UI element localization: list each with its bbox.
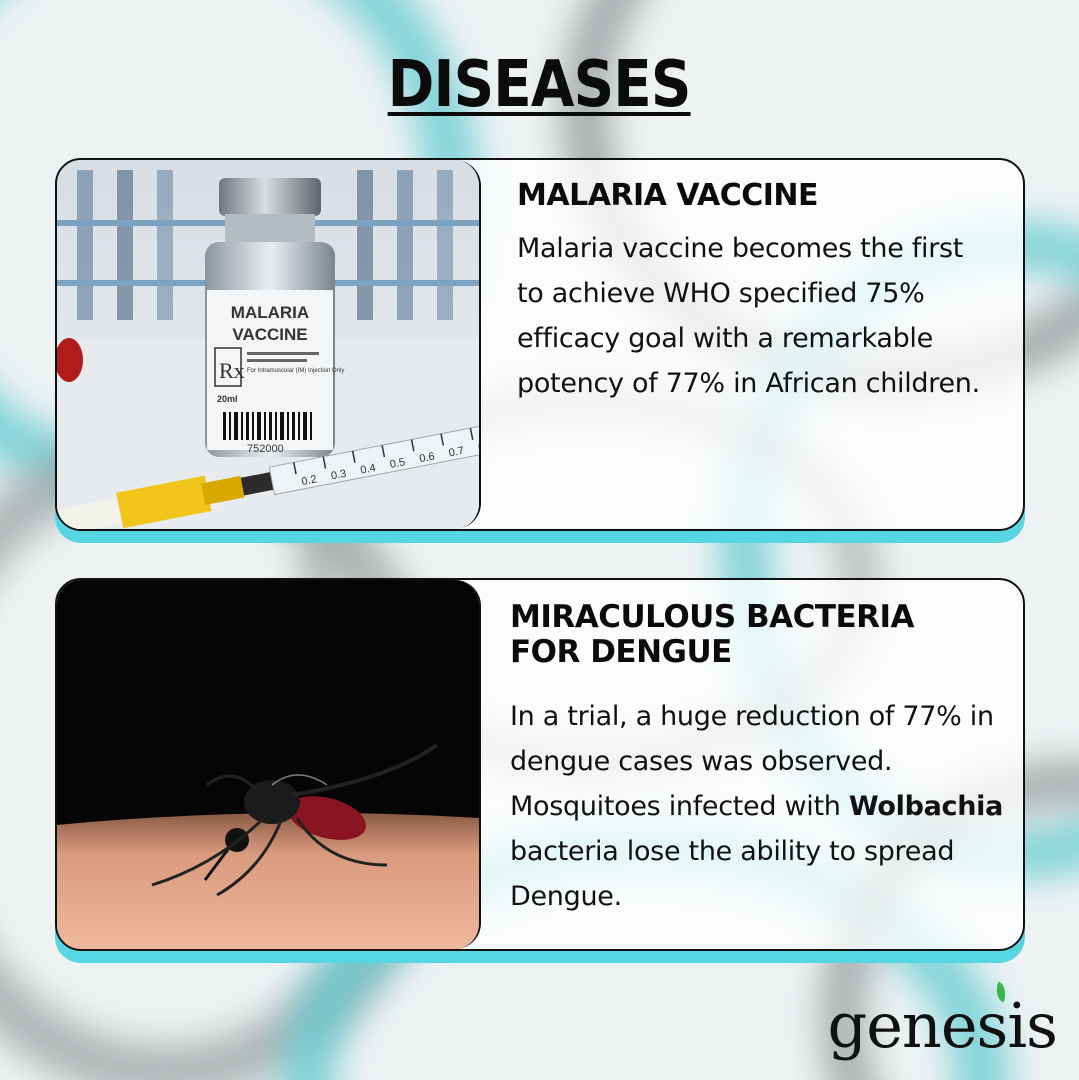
syringe-mark-label: 0.5 [389, 456, 406, 471]
vial-small-text: For Intramuscular (IM) Injection Only [247, 368, 344, 374]
genesis-logo: genesis [827, 981, 1058, 1062]
malaria-card: MALARIA VACCINE Rx 20ml 752000 [55, 158, 1025, 531]
barcode-number: 752000 [247, 443, 284, 455]
vial-label-line2: VACCINE [232, 325, 307, 344]
dengue-body-bold: Wolbachia [848, 791, 1004, 822]
vial-volume: 20ml [217, 394, 238, 404]
page-title-wrap: DISEASES [0, 48, 1079, 122]
vial-label-line1: MALARIA [231, 303, 309, 322]
syringe-mark-label: 0.8 [477, 439, 479, 454]
malaria-card-body: Malaria vaccine becomes the first to ach… [517, 233, 980, 399]
syringe-mark-label: 0.4 [359, 462, 376, 477]
malaria-vaccine-image: MALARIA VACCINE Rx 20ml 752000 [57, 160, 481, 529]
dengue-card-body: In a trial, a huge reduction of 77% in d… [510, 694, 1005, 919]
mosquito-image [57, 580, 481, 949]
dengue-body-post: bacteria lose the ability to spread Deng… [510, 836, 955, 912]
malaria-card-title: MALARIA VACCINE [517, 178, 819, 213]
syringe-mark-label: 0.7 [448, 445, 465, 460]
rx-symbol: Rx [219, 358, 245, 383]
syringe-mark-label: 0.3 [330, 468, 347, 483]
genesis-logo-text: genesis [827, 989, 1058, 1062]
dengue-card-title: MIRACULOUS BACTERIA FOR DENGUE [510, 599, 915, 670]
syringe-mark-label: 0.2 [301, 473, 318, 488]
page-title: DISEASES [388, 48, 692, 122]
syringe-mark-label: 0.6 [418, 451, 435, 466]
dengue-body-pre: In a trial, a huge reduction of 77% in d… [510, 701, 994, 822]
dengue-card: MIRACULOUS BACTERIA FOR DENGUE In a tria… [55, 578, 1025, 951]
